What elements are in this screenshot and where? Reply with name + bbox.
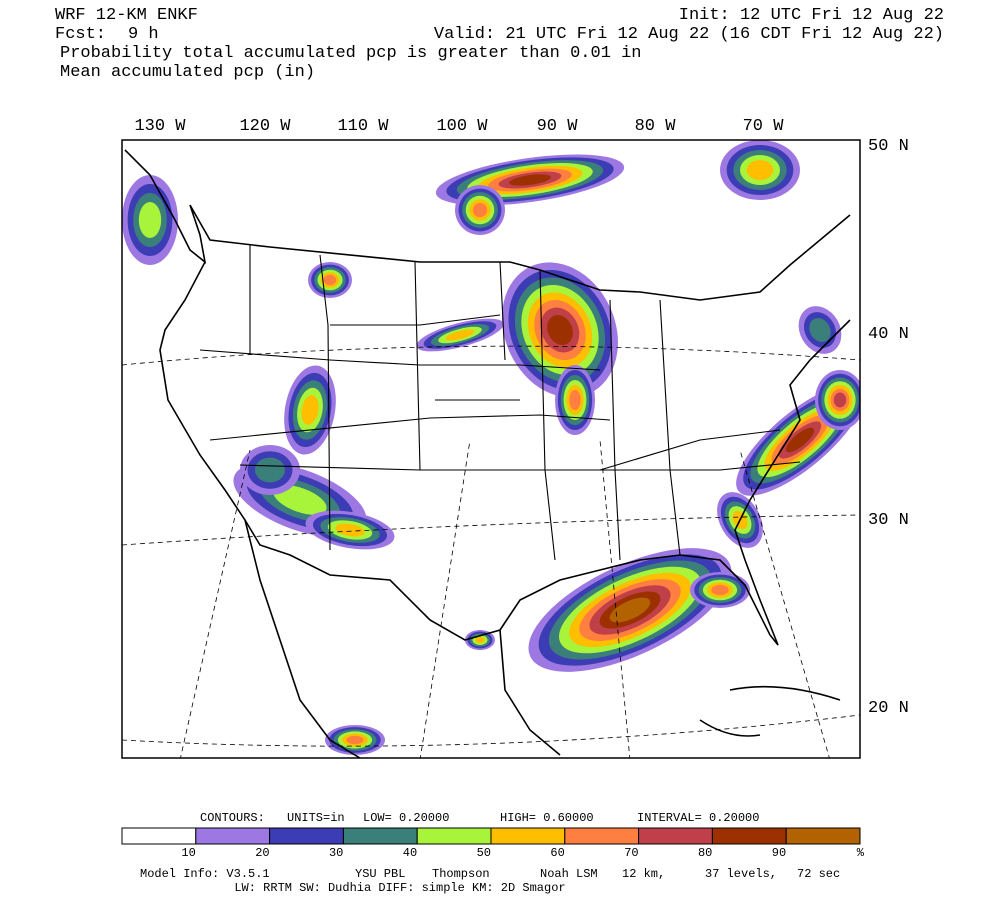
precip-area xyxy=(609,597,651,623)
valid-time: Valid: 21 UTC Fri 12 Aug 22 (16 CDT Fri … xyxy=(434,25,944,44)
model-name: WRF 12-KM ENKF xyxy=(55,6,198,25)
lat-label: 20 N xyxy=(868,699,909,718)
color-box xyxy=(564,827,640,845)
colorbar-tick: 70 xyxy=(624,846,638,860)
footer-line2: LW: RRTM SW: Dudhia DIFF: simple KM: 2D … xyxy=(234,881,565,895)
color-box xyxy=(269,827,344,845)
colorbar: CONTOURS: UNITS=in LOW= 0.20000 HIGH= 0.600… xyxy=(121,811,865,860)
precip-area xyxy=(301,395,319,425)
precip-area xyxy=(569,390,581,410)
model-info: 12 km, xyxy=(622,867,665,881)
lat-label: 50 N xyxy=(868,137,909,156)
colorbar-tick: 30 xyxy=(329,846,343,860)
precip-area xyxy=(547,314,573,346)
lat-label: 30 N xyxy=(868,511,909,530)
model-info: Thompson xyxy=(432,867,490,881)
colorbar-tick: 40 xyxy=(403,846,417,860)
lon-label: 130 W xyxy=(134,117,186,136)
coastlines-borders xyxy=(124,149,851,758)
lon-label: 70 W xyxy=(743,117,785,136)
model-info: Model Info: V3.5.1 xyxy=(140,867,270,881)
precip-area xyxy=(785,427,815,453)
colorbar-tick: 60 xyxy=(550,846,564,860)
lat-label: 40 N xyxy=(868,325,909,344)
precip-area xyxy=(475,636,485,644)
precip-area xyxy=(346,735,364,745)
precip-area xyxy=(138,202,162,238)
colorbar-unit: % xyxy=(857,846,865,860)
colorbar-tick: 20 xyxy=(255,846,269,860)
field-title: Probability total accumulated pcp is gre… xyxy=(60,44,642,63)
colorbar-tick: 90 xyxy=(772,846,786,860)
contour-info: CONTOURS: xyxy=(200,811,265,825)
precip-area xyxy=(255,457,285,483)
precip-area xyxy=(711,584,729,596)
color-box xyxy=(490,827,566,845)
precip-area xyxy=(509,174,551,186)
lon-label: 80 W xyxy=(635,117,677,136)
contour-info: LOW= 0.20000 xyxy=(363,811,449,825)
lon-label: 90 W xyxy=(537,117,579,136)
footer: LW: RRTM SW: Dudhia DIFF: simple KM: 2D … xyxy=(140,867,840,895)
colorbar-tick: 10 xyxy=(181,846,195,860)
contour-info: HIGH= 0.60000 xyxy=(500,811,594,825)
color-box xyxy=(195,827,271,845)
colorbar-tick: 80 xyxy=(698,846,712,860)
color-box xyxy=(342,827,418,845)
field-subtitle: Mean accumulated pcp (in) xyxy=(60,63,315,82)
color-box xyxy=(416,827,492,845)
colorbar-tick: 50 xyxy=(477,846,491,860)
color-box xyxy=(638,827,713,845)
precip-areas xyxy=(122,140,860,755)
init-time: Init: 12 UTC Fri 12 Aug 22 xyxy=(679,6,944,25)
model-info: 37 levels, xyxy=(705,867,777,881)
latitude-labels: 50 N 40 N 30 N 20 N xyxy=(868,137,909,718)
graticule xyxy=(122,345,860,758)
precip-area xyxy=(335,523,365,537)
lon-label: 110 W xyxy=(337,117,389,136)
precip-area xyxy=(809,318,831,342)
map xyxy=(122,140,860,758)
color-box xyxy=(121,827,197,845)
model-info: 72 sec xyxy=(797,867,840,881)
contour-info: INTERVAL= 0.20000 xyxy=(637,811,759,825)
precip-area xyxy=(323,274,337,286)
lon-label: 100 W xyxy=(436,117,488,136)
longitude-labels: 130 W 120 W 110 W 100 W 90 W 80 W 70 W xyxy=(134,117,784,136)
precip-area xyxy=(472,202,488,218)
contour-info: UNITS=in xyxy=(287,811,345,825)
precip-area xyxy=(445,329,475,341)
color-box xyxy=(785,827,861,845)
precip-area xyxy=(746,160,774,180)
precip-area xyxy=(833,392,847,408)
precip-area xyxy=(273,485,327,515)
color-box xyxy=(711,827,787,845)
fcst-hour: 9 h xyxy=(128,25,159,44)
fcst-label: Fcst: xyxy=(55,25,106,44)
model-info: Noah LSM xyxy=(540,867,598,881)
model-info: YSU PBL xyxy=(355,867,405,881)
map-frame xyxy=(121,139,861,759)
state-lines xyxy=(199,245,801,561)
header: WRF 12-KM ENKF Init: 12 UTC Fri 12 Aug 2… xyxy=(55,6,944,82)
lon-label: 120 W xyxy=(239,117,291,136)
